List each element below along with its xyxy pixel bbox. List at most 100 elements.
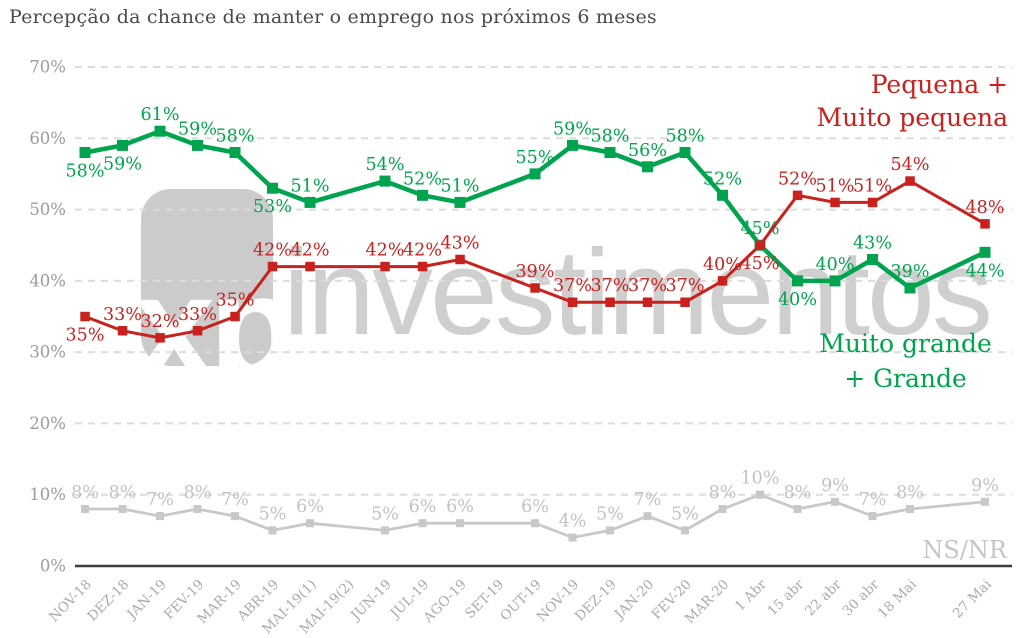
data-point-marker: [267, 261, 278, 272]
x-tick-label: 15 abr: [764, 576, 807, 619]
y-tick-label: 10%: [29, 485, 66, 504]
data-point-marker: [231, 512, 239, 521]
data-point-marker: [906, 505, 914, 513]
data-point-label: 8%: [71, 483, 99, 503]
y-tick-label: 0%: [40, 557, 66, 576]
data-point-marker: [717, 276, 728, 286]
data-point-marker: [81, 505, 89, 513]
data-point-marker: [792, 190, 803, 201]
chart-title: Percepção da chance de manter o emprego …: [9, 6, 657, 28]
legend-line: + Grande: [844, 364, 967, 393]
data-point-label: 51%: [441, 176, 480, 196]
data-point-label: 59%: [178, 119, 217, 139]
data-point-marker: [643, 512, 652, 521]
legend-ns-nr: NS/NR: [922, 534, 1007, 567]
data-point-label: 43%: [853, 234, 892, 254]
data-point-marker: [306, 519, 314, 528]
y-tick-label: 50%: [29, 200, 66, 219]
data-point-marker: [80, 311, 90, 322]
data-point-label: 52%: [703, 169, 742, 189]
data-point-label: 37%: [553, 276, 592, 296]
data-point-label: 6%: [409, 497, 437, 517]
data-point-label: 52%: [403, 169, 442, 189]
data-point-marker: [117, 139, 128, 151]
data-point-marker: [417, 189, 428, 201]
data-point-label: 35%: [66, 326, 105, 346]
x-tick-label: 18 Mai: [875, 576, 920, 621]
data-point-marker: [904, 282, 916, 294]
data-point-marker: [980, 219, 990, 229]
investimentos-watermark: investimentos: [283, 224, 993, 360]
data-point-marker: [154, 125, 166, 137]
data-point-marker: [531, 519, 539, 528]
data-point-label: 58%: [591, 127, 630, 147]
data-point-label: 58%: [666, 127, 705, 147]
data-point-marker: [867, 197, 878, 208]
data-point-marker: [118, 505, 127, 513]
data-point-label: 37%: [666, 276, 705, 296]
data-point-label: 9%: [971, 476, 999, 496]
data-point-label: 43%: [441, 234, 480, 254]
data-point-marker: [979, 246, 991, 258]
data-point-marker: [156, 512, 164, 521]
data-point-label: 7%: [634, 490, 662, 510]
data-point-marker: [642, 161, 653, 173]
data-point-marker: [679, 147, 691, 158]
data-point-label: 59%: [103, 154, 142, 174]
data-point-label: 56%: [628, 141, 667, 161]
x-tick-label: JUN-19: [347, 577, 395, 625]
y-tick-label: 30%: [29, 343, 66, 362]
data-point-label: 52%: [778, 169, 817, 189]
data-point-marker: [792, 275, 803, 287]
data-point-label: 44%: [966, 261, 1005, 281]
x-tick-label: JAN-19: [123, 577, 170, 624]
y-tick-label: 60%: [29, 129, 66, 148]
data-point-marker: [304, 196, 316, 208]
data-point-label: 54%: [366, 155, 405, 175]
data-point-marker: [680, 297, 690, 307]
data-point-marker: [830, 197, 840, 208]
data-point-marker: [606, 526, 614, 535]
data-point-label: 37%: [628, 276, 667, 296]
legend-muito-grande-grande: Muito grande + Grande: [803, 326, 1008, 396]
data-point-label: 58%: [216, 127, 255, 147]
data-point-label: 42%: [253, 241, 292, 261]
data-point-label: 7%: [859, 490, 887, 510]
data-point-label: 55%: [516, 148, 555, 168]
data-point-label: 4%: [559, 512, 587, 532]
data-point-label: 39%: [516, 262, 555, 282]
data-point-label: 10%: [741, 469, 780, 489]
data-point-marker: [829, 275, 841, 287]
data-point-marker: [267, 182, 278, 194]
data-point-label: 8%: [784, 483, 812, 503]
legend-pequena-muito-pequena: Pequena + Muito pequena: [817, 68, 1008, 134]
data-point-marker: [192, 139, 203, 151]
data-point-label: 40%: [816, 255, 855, 275]
data-point-marker: [417, 261, 428, 272]
data-point-marker: [530, 283, 540, 293]
data-point-marker: [718, 505, 727, 513]
data-point-label: 9%: [821, 476, 849, 496]
data-point-label: 8%: [896, 483, 924, 503]
legend-line: NS/NR: [922, 536, 1007, 564]
data-point-label: 5%: [671, 504, 699, 524]
series-line: [84, 128, 986, 291]
y-tick-label: 20%: [29, 414, 66, 433]
series-line: [85, 493, 986, 539]
data-point-label: 45%: [741, 254, 780, 274]
data-point-marker: [230, 311, 240, 322]
data-point-marker: [192, 326, 203, 336]
data-point-marker: [456, 519, 464, 528]
data-point-marker: [755, 240, 765, 250]
data-point-label: 61%: [141, 105, 180, 125]
x-tick-label: DEZ-19: [572, 577, 620, 625]
data-point-label: 33%: [178, 305, 217, 325]
data-point-marker: [229, 147, 241, 158]
data-point-marker: [418, 519, 427, 528]
xp-logo-text: xp: [141, 245, 273, 366]
data-point-label: 35%: [216, 291, 255, 311]
data-point-label: 6%: [521, 497, 549, 517]
x-tick-label: JAN-20: [610, 577, 657, 624]
data-point-label: 54%: [891, 155, 930, 175]
